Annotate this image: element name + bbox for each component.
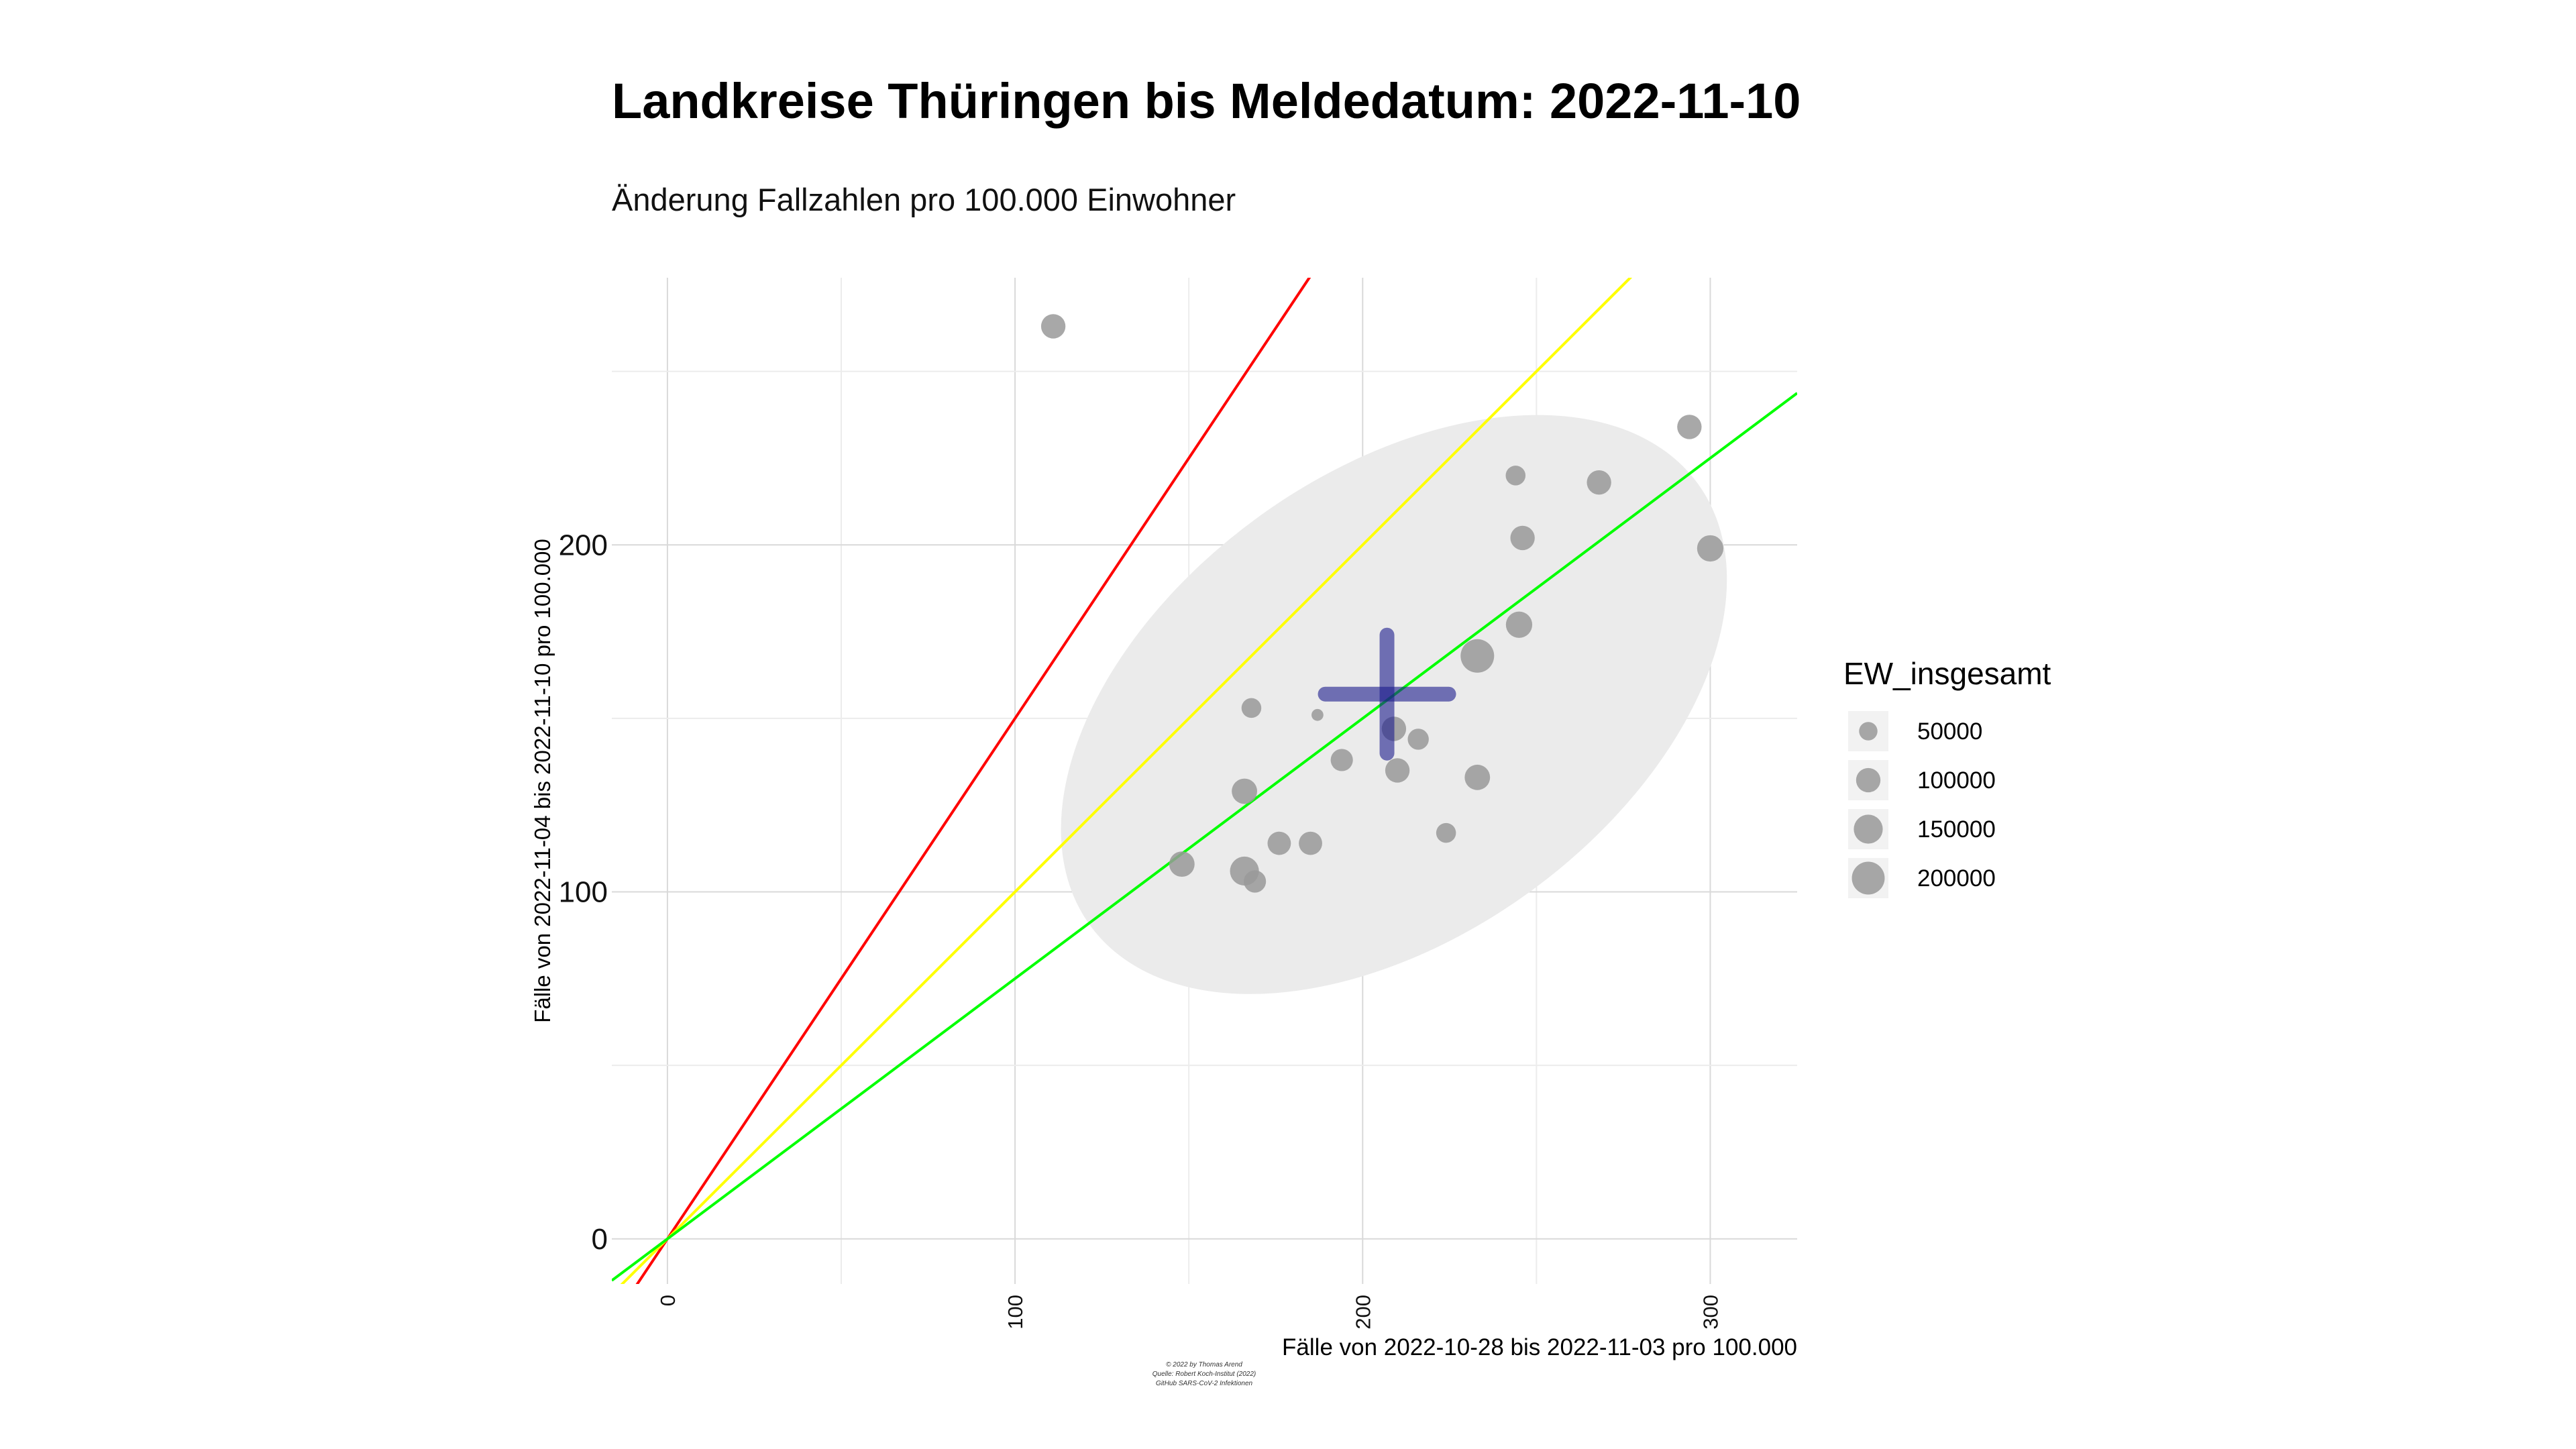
data-point — [1267, 831, 1291, 855]
y-axis-ticks: 0 100 200 — [559, 529, 608, 1255]
reference-line-3 — [612, 392, 1797, 1282]
data-point — [1241, 698, 1262, 718]
x-axis-ticks: 0 100 200 300 — [656, 1295, 1723, 1330]
data-point — [1232, 778, 1258, 804]
x-tick-label: 300 — [1699, 1295, 1722, 1330]
caption-line-2: Quelle: Robert Koch-Institut (2022) — [1152, 1371, 1256, 1378]
data-point — [1697, 535, 1724, 562]
chart-title: Landkreise Thüringen bis Meldedatum: 202… — [612, 73, 1801, 129]
data-point — [1244, 870, 1267, 893]
reference-lines — [612, 278, 1797, 1284]
data-point — [1169, 851, 1195, 877]
data-point — [1677, 415, 1702, 439]
caption-line-3: GitHub SARS-CoV-2 Infektionen — [1156, 1380, 1253, 1387]
data-point — [1311, 708, 1324, 721]
data-point — [1464, 764, 1491, 790]
x-axis-label: Fälle von 2022-10-28 bis 2022-11-03 pro … — [1282, 1334, 1797, 1360]
x-tick-label: 0 — [656, 1295, 680, 1306]
chart-subtitle: Änderung Fallzahlen pro 100.000 Einwohne… — [612, 182, 1236, 217]
y-tick-label: 200 — [559, 529, 608, 561]
x-tick-label: 100 — [1004, 1295, 1027, 1330]
reference-line-1 — [635, 278, 1311, 1284]
mean-cross — [1318, 627, 1456, 761]
legend: EW_insgesamt 50000 100000 150000 200000 — [1843, 656, 2051, 898]
legend-symbol — [1851, 861, 1885, 895]
data-point — [1587, 470, 1611, 495]
data-point — [1505, 611, 1533, 638]
y-axis-label: Fälle von 2022-11-04 bis 2022-11-10 pro … — [530, 539, 555, 1023]
reference-line-2 — [620, 278, 1633, 1284]
data-point — [1407, 729, 1429, 750]
data-point — [1505, 466, 1526, 486]
data-points — [1040, 314, 1724, 893]
y-tick-label: 0 — [592, 1223, 608, 1256]
legend-symbol — [1856, 767, 1881, 793]
caption-line-1: © 2022 by Thomas Arend — [1166, 1361, 1242, 1368]
legend-label: 150000 — [1917, 816, 1996, 843]
legend-title: EW_insgesamt — [1843, 656, 2051, 691]
data-point — [1330, 749, 1353, 771]
data-point — [1436, 822, 1456, 843]
data-point — [1299, 831, 1322, 855]
x-tick-label: 200 — [1351, 1295, 1375, 1330]
legend-label: 100000 — [1917, 767, 1996, 794]
legend-label: 200000 — [1917, 865, 1996, 892]
data-point — [1385, 758, 1410, 783]
legend-symbol — [1859, 722, 1878, 741]
data-point — [1460, 639, 1495, 673]
data-point — [1040, 314, 1066, 339]
data-point — [1510, 525, 1535, 551]
y-tick-label: 100 — [559, 876, 608, 909]
caption: © 2022 by Thomas Arend Quelle: Robert Ko… — [1152, 1361, 1256, 1387]
legend-label: 50000 — [1917, 718, 1982, 745]
legend-symbol — [1854, 814, 1883, 844]
